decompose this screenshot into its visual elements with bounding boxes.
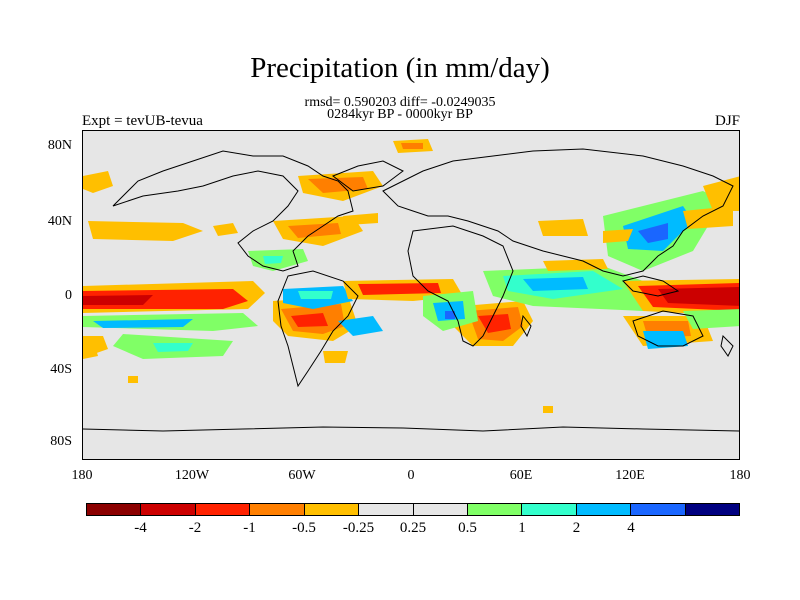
colorbar-label-7: 1 [518,520,526,536]
colorbar-swatch-0 [87,504,142,515]
season-label: DJF [714,113,740,129]
colorbar-label-3: -0.5 [292,520,316,536]
y-tick-0: 0 [65,288,72,303]
y-tick-40S: 40S [50,362,72,377]
x-tick-120E: 120E [615,468,645,483]
x-tick-120W: 120W [174,468,210,483]
map-panel [82,130,740,460]
period-line: 0284kyr BP - 0000kyr BP [327,107,473,122]
experiment-label: Expt = tevUB-tevua [82,113,203,129]
x-tick-180e: 180 [729,468,751,483]
colorbar-label-1: -2 [188,520,202,536]
y-tick-80N: 80N [47,138,72,153]
colorbar [86,503,740,516]
colorbar-swatch-10 [631,504,686,515]
colorbar-label-8: 2 [572,520,581,536]
colorbar-swatch-2 [195,504,251,515]
x-tick-180w: 180 [71,468,93,483]
coastlines [83,148,739,432]
stats-line: rmsd= 0.590203 diff= -0.0249035 [304,95,496,110]
colorbar-swatch-6 [413,504,468,515]
x-tick-60E: 60E [509,468,533,483]
colorbar-label-5: 0.25 [399,520,427,536]
colorbar-label-2: -1 [243,520,256,536]
colorbar-label-4: -0.25 [342,520,375,536]
colorbar-swatch-4 [304,504,360,515]
y-tick-40N: 40N [47,214,72,229]
colorbar-swatch-11 [685,504,740,515]
colorbar-label-9: 4 [627,520,635,536]
map-title: Precipitation (in mm/day) [250,52,550,84]
colorbar-swatch-1 [141,504,196,515]
colorbar-swatch-7 [467,504,523,515]
colorbar-swatch-5 [359,504,414,515]
colorbar-swatch-8 [522,504,577,515]
x-tick-60W: 60W [288,468,316,483]
colorbar-label-6: 0.5 [458,520,477,536]
colorbar-swatch-3 [250,504,305,515]
x-tick-0: 0 [407,468,415,483]
colorbar-label-0: -4 [134,520,147,536]
precip-anomaly-map [83,139,739,432]
colorbar-swatch-9 [576,504,632,515]
y-tick-80S: 80S [50,434,72,449]
